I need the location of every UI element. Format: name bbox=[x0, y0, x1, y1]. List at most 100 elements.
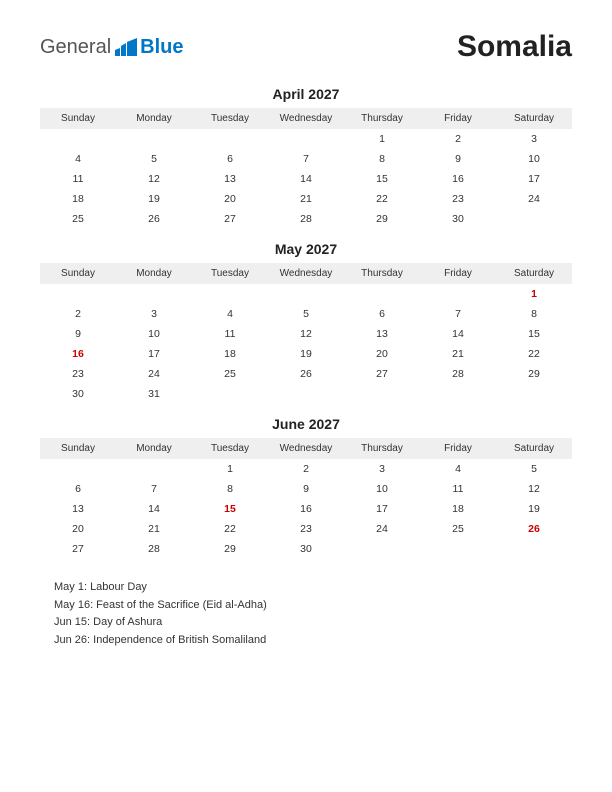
logo-bars-icon bbox=[115, 38, 137, 56]
calendar-cell: 18 bbox=[192, 344, 268, 364]
calendar-cell: 4 bbox=[40, 149, 116, 169]
calendar-cell bbox=[344, 284, 420, 304]
month-block: June 2027SundayMondayTuesdayWednesdayThu… bbox=[40, 412, 572, 559]
holiday-line: Jun 15: Day of Ashura bbox=[54, 614, 572, 632]
calendar-row: 1 bbox=[40, 284, 572, 304]
calendar-row: 6789101112 bbox=[40, 479, 572, 499]
day-header: Sunday bbox=[40, 438, 116, 459]
day-header: Thursday bbox=[344, 108, 420, 129]
calendar-cell: 17 bbox=[496, 169, 572, 189]
calendar-cell bbox=[192, 284, 268, 304]
calendar-cell: 10 bbox=[116, 324, 192, 344]
calendar-cell bbox=[268, 284, 344, 304]
calendar-cell: 30 bbox=[268, 539, 344, 559]
calendar-cell: 28 bbox=[420, 364, 496, 384]
calendar-cell: 12 bbox=[116, 169, 192, 189]
calendar-cell: 10 bbox=[496, 149, 572, 169]
calendar-cell: 26 bbox=[496, 519, 572, 539]
calendar-row: 27282930 bbox=[40, 539, 572, 559]
calendar-cell: 28 bbox=[268, 209, 344, 229]
calendar-cell: 19 bbox=[496, 499, 572, 519]
calendar-cell: 7 bbox=[116, 479, 192, 499]
calendar-cell: 8 bbox=[344, 149, 420, 169]
calendar-row: 123 bbox=[40, 129, 572, 149]
calendar-cell: 6 bbox=[40, 479, 116, 499]
logo: General Blue bbox=[40, 36, 184, 59]
day-header: Friday bbox=[420, 438, 496, 459]
calendar-cell: 23 bbox=[420, 189, 496, 209]
calendar-cell: 16 bbox=[420, 169, 496, 189]
calendar-cell bbox=[344, 539, 420, 559]
calendar-cell: 27 bbox=[344, 364, 420, 384]
calendar-cell: 5 bbox=[268, 304, 344, 324]
calendar-row: 18192021222324 bbox=[40, 189, 572, 209]
calendar-cell: 7 bbox=[268, 149, 344, 169]
calendar-cell: 5 bbox=[496, 459, 572, 479]
calendar-cell: 14 bbox=[116, 499, 192, 519]
calendar-cell: 16 bbox=[268, 499, 344, 519]
calendar-cell: 29 bbox=[192, 539, 268, 559]
calendar-cell: 22 bbox=[192, 519, 268, 539]
calendar-cell: 3 bbox=[344, 459, 420, 479]
calendar-row: 13141516171819 bbox=[40, 499, 572, 519]
calendar-cell: 29 bbox=[344, 209, 420, 229]
calendar-cell: 11 bbox=[192, 324, 268, 344]
calendar-cell bbox=[496, 539, 572, 559]
calendar-cell: 25 bbox=[420, 519, 496, 539]
country-title: Somalia bbox=[457, 30, 572, 64]
calendar-cell: 4 bbox=[420, 459, 496, 479]
month-block: May 2027SundayMondayTuesdayWednesdayThur… bbox=[40, 237, 572, 404]
logo-text-blue: Blue bbox=[140, 36, 183, 59]
calendar-cell bbox=[40, 129, 116, 149]
calendar-cell: 10 bbox=[344, 479, 420, 499]
calendar-cell: 9 bbox=[40, 324, 116, 344]
calendar-cell: 21 bbox=[268, 189, 344, 209]
calendar-cell: 23 bbox=[268, 519, 344, 539]
calendar-cell: 14 bbox=[420, 324, 496, 344]
calendar-cell: 2 bbox=[268, 459, 344, 479]
day-header: Tuesday bbox=[192, 108, 268, 129]
calendar-cell bbox=[496, 384, 572, 404]
calendar-cell: 18 bbox=[420, 499, 496, 519]
calendar-cell: 15 bbox=[192, 499, 268, 519]
day-header: Monday bbox=[116, 108, 192, 129]
calendar-cell: 20 bbox=[40, 519, 116, 539]
day-header: Saturday bbox=[496, 263, 572, 284]
day-header: Friday bbox=[420, 263, 496, 284]
calendar-cell: 6 bbox=[192, 149, 268, 169]
calendar-cell: 15 bbox=[344, 169, 420, 189]
calendar-cell: 5 bbox=[116, 149, 192, 169]
calendar-row: 2345678 bbox=[40, 304, 572, 324]
day-header: Sunday bbox=[40, 108, 116, 129]
calendar-cell bbox=[116, 284, 192, 304]
calendar-cell: 1 bbox=[496, 284, 572, 304]
day-header: Wednesday bbox=[268, 438, 344, 459]
day-header: Monday bbox=[116, 438, 192, 459]
calendar-cell: 27 bbox=[192, 209, 268, 229]
calendar-cell: 25 bbox=[40, 209, 116, 229]
calendar-cell: 26 bbox=[268, 364, 344, 384]
calendar-cell: 31 bbox=[116, 384, 192, 404]
calendar-cell: 8 bbox=[192, 479, 268, 499]
calendar-cell bbox=[116, 459, 192, 479]
holiday-line: May 16: Feast of the Sacrifice (Eid al-A… bbox=[54, 597, 572, 615]
calendars-container: April 2027SundayMondayTuesdayWednesdayTh… bbox=[40, 82, 572, 559]
calendar-cell: 17 bbox=[344, 499, 420, 519]
calendar-row: 9101112131415 bbox=[40, 324, 572, 344]
calendar-cell: 15 bbox=[496, 324, 572, 344]
day-header: Wednesday bbox=[268, 108, 344, 129]
calendar-cell: 11 bbox=[420, 479, 496, 499]
calendar-cell: 9 bbox=[268, 479, 344, 499]
calendar-cell: 24 bbox=[116, 364, 192, 384]
calendar-cell bbox=[496, 209, 572, 229]
day-header: Friday bbox=[420, 108, 496, 129]
calendar-cell: 3 bbox=[116, 304, 192, 324]
calendar-table: SundayMondayTuesdayWednesdayThursdayFrid… bbox=[40, 263, 572, 404]
calendar-cell: 13 bbox=[344, 324, 420, 344]
month-title: April 2027 bbox=[40, 82, 572, 108]
calendar-cell: 13 bbox=[40, 499, 116, 519]
header: General Blue Somalia bbox=[40, 30, 572, 64]
calendar-row: 252627282930 bbox=[40, 209, 572, 229]
calendar-cell bbox=[40, 284, 116, 304]
calendar-cell: 12 bbox=[268, 324, 344, 344]
